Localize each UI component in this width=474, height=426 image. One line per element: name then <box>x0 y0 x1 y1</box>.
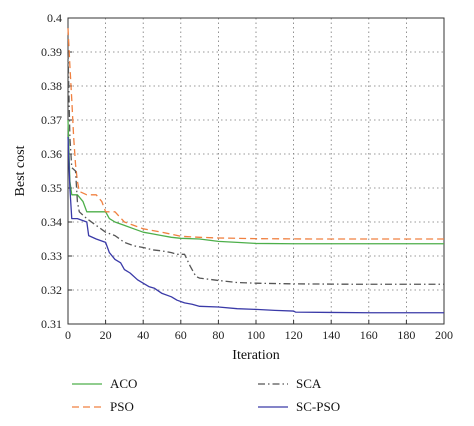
x-tick-label: 40 <box>137 328 149 342</box>
y-tick-label: 0.38 <box>41 79 62 93</box>
legend-entry: SC-PSO <box>258 399 340 414</box>
y-tick-label: 0.31 <box>41 317 62 331</box>
series <box>67 28 444 314</box>
legend-label: ACO <box>110 376 137 391</box>
y-tick-label: 0.34 <box>41 215 62 229</box>
y-tick-label: 0.32 <box>41 283 62 297</box>
x-tick-label: 60 <box>175 328 187 342</box>
x-tick-label: 160 <box>360 328 378 342</box>
legend-entry: SCA <box>258 376 322 391</box>
series-line-sc-pso <box>67 136 444 314</box>
y-tick-label: 0.35 <box>41 181 62 195</box>
x-tick-label: 140 <box>322 328 340 342</box>
series-line-aco <box>67 119 444 245</box>
x-tick-label: 180 <box>397 328 415 342</box>
x-tick-label: 200 <box>435 328 453 342</box>
y-tick-label: 0.39 <box>41 45 62 59</box>
legend-label: SCA <box>296 376 322 391</box>
y-tick-label: 0.33 <box>41 249 62 263</box>
x-tick-label: 100 <box>247 328 265 342</box>
grid <box>68 18 444 324</box>
legend-entry: ACO <box>72 376 137 391</box>
legend-label: SC-PSO <box>296 399 340 414</box>
series-line-sca <box>67 51 444 285</box>
legend-entry: PSO <box>72 399 134 414</box>
x-tick-label: 20 <box>100 328 112 342</box>
y-axis-label: Best cost <box>13 145 28 196</box>
x-tick-label: 0 <box>65 328 71 342</box>
x-tick-label: 80 <box>212 328 224 342</box>
series-line-pso <box>67 28 444 240</box>
legend-label: PSO <box>110 399 134 414</box>
x-axis-label: Iteration <box>232 348 279 363</box>
legend: ACO PSO SCA SC-PSO <box>72 376 340 414</box>
y-tick-label: 0.36 <box>41 147 62 161</box>
x-tick-label: 120 <box>285 328 303 342</box>
y-tick-label: 0.4 <box>47 11 62 25</box>
y-tick-label: 0.37 <box>41 113 62 127</box>
axis-ticks: 0 20 40 60 80 100 120 140 160 180 200 0.31 0.32 0.33 0… <box>41 11 453 342</box>
